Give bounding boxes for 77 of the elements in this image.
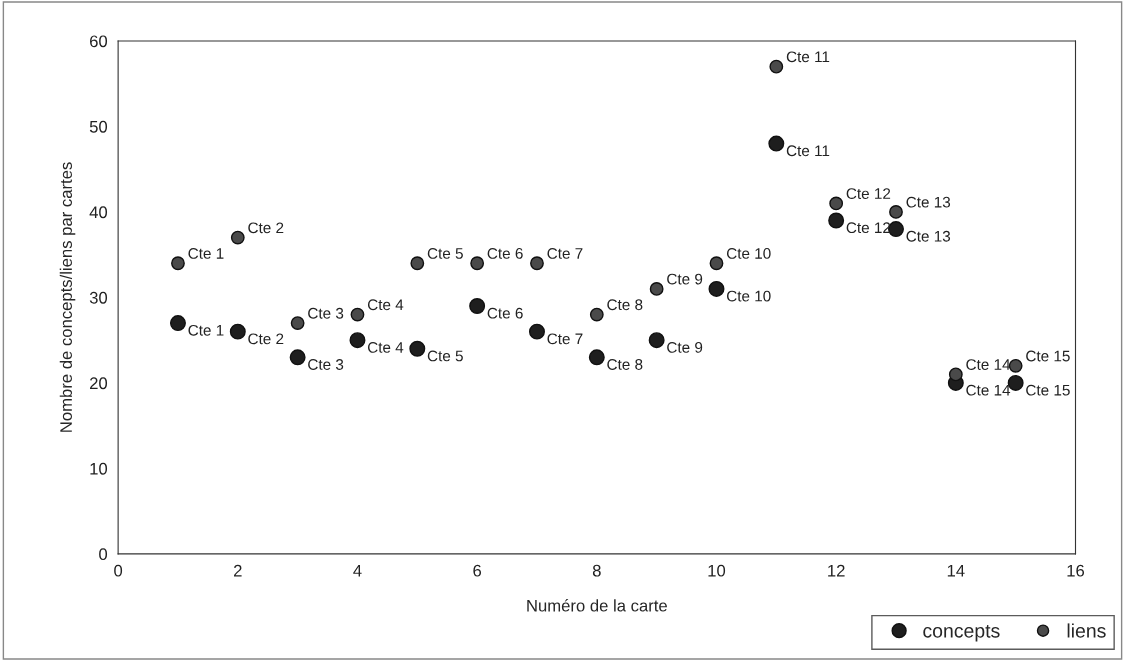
- annotation: Cte 8: [607, 359, 643, 370]
- point: [530, 256, 544, 271]
- annotation: Cte 11: [786, 51, 830, 63]
- annotation: Cte 14: [966, 359, 1011, 370]
- annotation: Cte 14: [966, 384, 1011, 396]
- point: [769, 59, 784, 74]
- annotation: Cte 4: [367, 341, 404, 353]
- point: [528, 323, 545, 340]
- x-tick-label: 2: [234, 564, 242, 577]
- point: [649, 281, 664, 296]
- annotation: Cte 2: [248, 333, 284, 345]
- x-axis-title: Numéro de la carte: [527, 599, 667, 612]
- point: [350, 307, 365, 322]
- annotation: Cte 11: [786, 145, 830, 157]
- x-tick-label: 4: [353, 564, 362, 577]
- annotation: Cte 12: [846, 188, 891, 199]
- annotation: Cte 10: [726, 290, 771, 302]
- legend-label: liens: [1067, 623, 1106, 638]
- point: [709, 256, 724, 271]
- legend-label: concepts: [923, 624, 1000, 642]
- x-tick-label: 14: [947, 564, 965, 577]
- point: [290, 316, 305, 331]
- point: [768, 135, 785, 152]
- point: [829, 196, 844, 211]
- point: [230, 230, 245, 245]
- point: [588, 349, 605, 366]
- y-tick-label: 20: [90, 377, 108, 390]
- point: [289, 349, 306, 366]
- annotation: Cte 6: [487, 248, 523, 259]
- point: [409, 340, 426, 357]
- point: [708, 280, 725, 297]
- annotation: Cte 3: [308, 359, 344, 370]
- x-tick-label: 6: [473, 564, 482, 577]
- annotation: Cte 2: [248, 222, 284, 234]
- point: [469, 298, 486, 314]
- point: [648, 332, 665, 349]
- annotation: Cte 7: [547, 248, 583, 259]
- annotation: Cte 9: [667, 341, 703, 353]
- x-tick-label: 0: [114, 564, 123, 577]
- point: [889, 205, 903, 219]
- y-tick-label: 30: [89, 291, 108, 304]
- point: [470, 256, 485, 271]
- point: [589, 307, 604, 322]
- annotation: Cte 10: [726, 248, 771, 259]
- annotation: Cte 15: [1026, 384, 1070, 396]
- x-tick-label: 12: [828, 564, 845, 577]
- x-tick-label: 10: [708, 564, 726, 577]
- point: [410, 256, 425, 271]
- annotation: Cte 15: [1026, 350, 1070, 362]
- point: [1008, 358, 1023, 373]
- annotation: Cte 13: [906, 196, 951, 208]
- annotation: Cte 6: [487, 307, 523, 319]
- annotation: Cte 5: [427, 248, 463, 259]
- point: [171, 256, 185, 271]
- point: [169, 315, 186, 332]
- point: [349, 332, 366, 349]
- annotation: Cte 7: [547, 333, 583, 345]
- annotation: Cte 13: [906, 230, 951, 242]
- y-tick-label: 10: [90, 462, 108, 475]
- point: [948, 367, 963, 382]
- x-tick-label: 8: [592, 564, 601, 577]
- y-tick-label: 40: [89, 206, 108, 219]
- point: [828, 212, 845, 229]
- annotation: Cte 1: [188, 324, 224, 336]
- annotation: Cte 5: [427, 350, 463, 362]
- y-tick-label: 0: [99, 548, 108, 561]
- x-tick-label: 16: [1067, 564, 1085, 577]
- annotation: Cte 9: [667, 273, 703, 285]
- annotation: Cte 8: [607, 299, 643, 311]
- annotation: Cte 3: [308, 307, 344, 319]
- y-tick-label: 50: [89, 120, 108, 133]
- annotation: Cte 4: [367, 299, 404, 311]
- point: [229, 323, 246, 340]
- annotation: Cte 1: [188, 248, 224, 259]
- y-tick-label: 60: [90, 35, 108, 48]
- point: [888, 221, 904, 238]
- y-axis-title: Nombre de concepts/liens par cartes: [59, 162, 76, 432]
